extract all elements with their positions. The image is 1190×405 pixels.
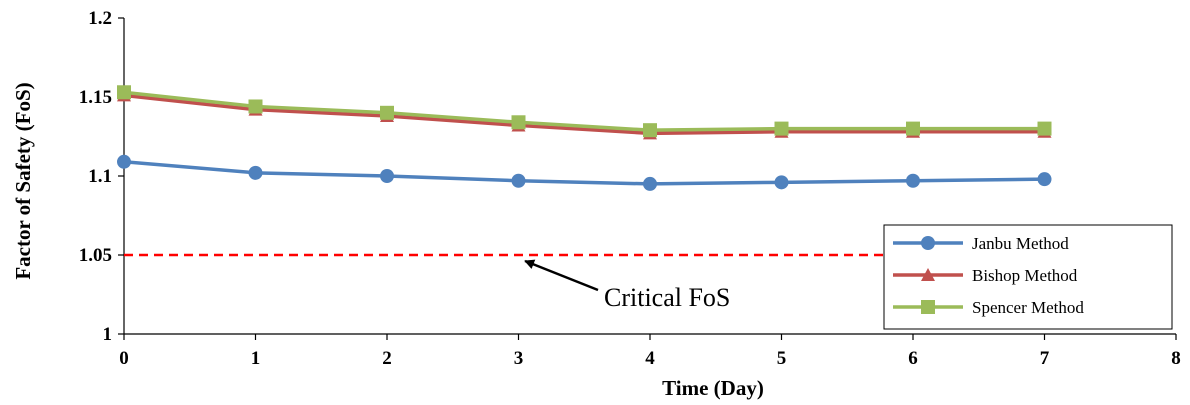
data-point (1037, 172, 1052, 187)
data-point (1037, 121, 1052, 136)
legend-marker (921, 300, 935, 314)
data-point (906, 121, 920, 136)
data-point (906, 173, 920, 188)
data-point (248, 99, 263, 114)
data-point (380, 169, 394, 183)
data-point (643, 123, 657, 138)
x-tick-label: 0 (119, 348, 129, 369)
x-tick-label: 5 (777, 348, 787, 369)
data-point (117, 154, 131, 169)
x-tick-label: 2 (382, 348, 392, 369)
data-point (511, 115, 526, 130)
series-spencer-method (117, 85, 1052, 138)
x-tick-label: 4 (645, 348, 655, 369)
annotation: Critical FoS (524, 259, 730, 312)
x-axis-title: Time (Day) (662, 376, 764, 400)
y-tick-label: 1.15 (79, 87, 112, 108)
legend-marker (921, 268, 935, 281)
data-point (643, 176, 657, 191)
annotation-arrow (524, 259, 599, 292)
x-tick-label: 8 (1171, 348, 1181, 369)
data-point (774, 175, 789, 190)
data-point (774, 121, 789, 136)
data-point (380, 105, 394, 120)
data-point (117, 85, 131, 100)
x-tick-label: 7 (1040, 348, 1050, 369)
y-tick-label: 1 (103, 324, 113, 345)
y-tick-label: 1.1 (88, 166, 112, 187)
series-line (123, 93, 1045, 136)
annotation-text: Critical FoS (604, 283, 730, 312)
series-janbu-method (117, 154, 1052, 191)
x-tick-label: 3 (514, 348, 524, 369)
series-layer (117, 85, 1052, 191)
y-tick-label: 1.2 (88, 8, 112, 29)
legend-label: Janbu Method (972, 234, 1069, 253)
legend-marker (921, 236, 935, 250)
x-tick-label: 6 (908, 348, 918, 369)
y-tick-label: 1.05 (79, 245, 112, 266)
y-axis-title: Factor of Safety (FoS) (11, 82, 35, 279)
series-line (123, 160, 1045, 186)
legend-label: Spencer Method (972, 298, 1084, 317)
series-line (123, 90, 1045, 132)
data-point (511, 173, 526, 188)
data-point (248, 165, 263, 180)
legend: Janbu Method Bishop Method Spencer Method (883, 224, 1173, 330)
x-tick-label: 1 (251, 348, 261, 369)
legend-label: Bishop Method (972, 266, 1078, 285)
